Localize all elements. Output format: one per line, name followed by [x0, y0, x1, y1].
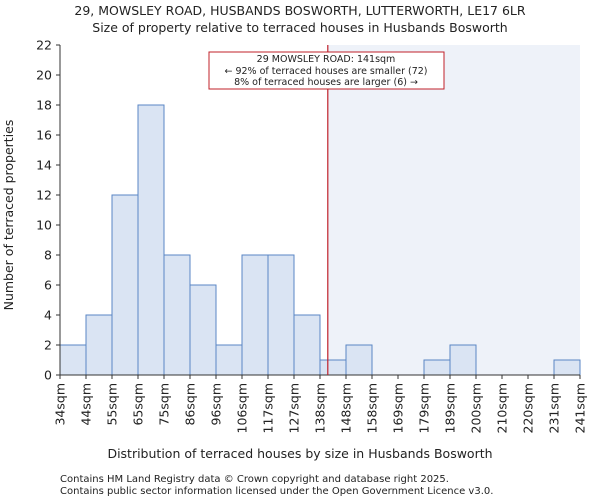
x-tick-label: 55sqm	[105, 383, 120, 426]
annotation-box	[208, 51, 445, 90]
y-tick-label: 22	[36, 38, 52, 53]
x-tick-label: 96sqm	[209, 383, 224, 426]
footer-line-2: Contains public sector information licen…	[60, 486, 493, 497]
bar-96sqm	[215, 344, 243, 376]
y-tick-label: 12	[36, 188, 52, 203]
bar-55sqm	[111, 194, 139, 376]
x-tick-label: 189sqm	[443, 383, 458, 433]
x-tick-label: 65sqm	[131, 383, 146, 426]
bar-86sqm	[189, 284, 217, 376]
x-tick-label: 44sqm	[79, 383, 94, 426]
x-tick-label: 231sqm	[547, 383, 562, 433]
y-tick-label: 18	[36, 98, 52, 113]
y-axis-label: Number of terraced properties	[1, 120, 16, 311]
bar-106sqm	[241, 254, 269, 376]
y-tick-label: 0	[44, 368, 52, 383]
bar-138sqm	[319, 359, 347, 376]
y-tick-label: 20	[36, 68, 52, 83]
bar-179sqm	[423, 359, 451, 376]
chart-title: 29, MOWSLEY ROAD, HUSBANDS BOSWORTH, LUT…	[74, 3, 525, 18]
x-tick-label: 169sqm	[391, 383, 406, 433]
annotation-larger: 8% of terraced houses are larger (6) →	[234, 77, 418, 88]
x-tick-label: 106sqm	[235, 383, 250, 433]
x-axis-label: Distribution of terraced houses by size …	[107, 446, 492, 461]
x-tick-label: 86sqm	[183, 383, 198, 426]
bar-189sqm	[449, 344, 477, 376]
bar-34sqm	[59, 344, 87, 376]
x-tick-label: 220sqm	[521, 383, 536, 433]
y-tick-label: 6	[44, 278, 52, 293]
x-tick-label: 158sqm	[365, 383, 380, 433]
x-tick-label: 200sqm	[469, 383, 484, 433]
bar-148sqm	[345, 344, 373, 376]
x-tick-label: 179sqm	[417, 383, 432, 433]
x-tick-label: 138sqm	[313, 383, 328, 433]
annotation-smaller: ← 92% of terraced houses are smaller (72…	[224, 66, 427, 77]
y-tick-label: 8	[44, 248, 52, 263]
bar-231sqm	[553, 359, 581, 376]
x-tick-label: 127sqm	[287, 383, 302, 433]
x-tick-label: 75sqm	[157, 383, 172, 426]
x-tick-label: 241sqm	[573, 383, 588, 433]
bar-65sqm	[137, 104, 165, 376]
x-tick-label: 117sqm	[261, 383, 276, 433]
bar-127sqm	[293, 314, 321, 376]
y-tick-label: 16	[36, 128, 52, 143]
y-tick-label: 2	[44, 338, 52, 353]
y-tick-label: 4	[44, 308, 52, 323]
bar-44sqm	[85, 314, 113, 376]
x-tick-label: 148sqm	[339, 383, 354, 433]
y-tick-label: 10	[36, 218, 52, 233]
bar-75sqm	[163, 254, 191, 376]
larger-region-highlight	[327, 45, 580, 375]
x-tick-label: 34sqm	[53, 383, 68, 426]
bar-117sqm	[267, 254, 295, 376]
chart-subtitle: Size of property relative to terraced ho…	[92, 20, 507, 35]
footer-line-1: Contains HM Land Registry data © Crown c…	[60, 474, 449, 485]
annotation-title: 29 MOWSLEY ROAD: 141sqm	[257, 54, 396, 65]
y-tick-label: 14	[36, 158, 52, 173]
x-tick-label: 210sqm	[495, 383, 510, 433]
